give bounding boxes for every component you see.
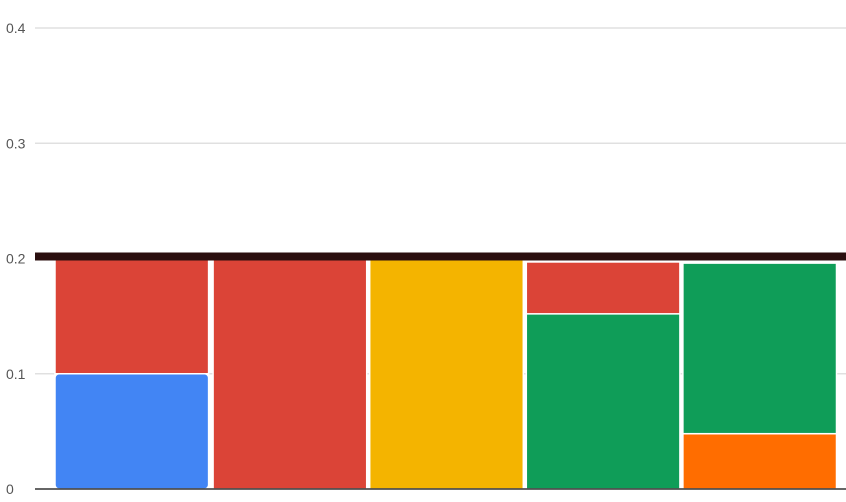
bar-segment [525, 261, 681, 315]
bar-segment [368, 257, 525, 490]
y-tick-label: 0.2 [6, 251, 26, 267]
bar-segment [54, 257, 210, 375]
y-tick-label: 0.1 [6, 366, 26, 382]
y-tick-label: 0.4 [6, 20, 26, 36]
bars [54, 251, 838, 490]
bar-segment [682, 432, 838, 490]
bar-segment [682, 262, 838, 435]
y-tick-label: 0 [6, 481, 14, 497]
bar-segment [212, 251, 368, 490]
y-tick-label: 0.3 [6, 135, 26, 151]
bar-segment [54, 373, 210, 490]
y-axis-tick-labels: 0 0.1 0.2 0.3 0.4 [6, 20, 26, 497]
bar-segment [525, 313, 681, 490]
